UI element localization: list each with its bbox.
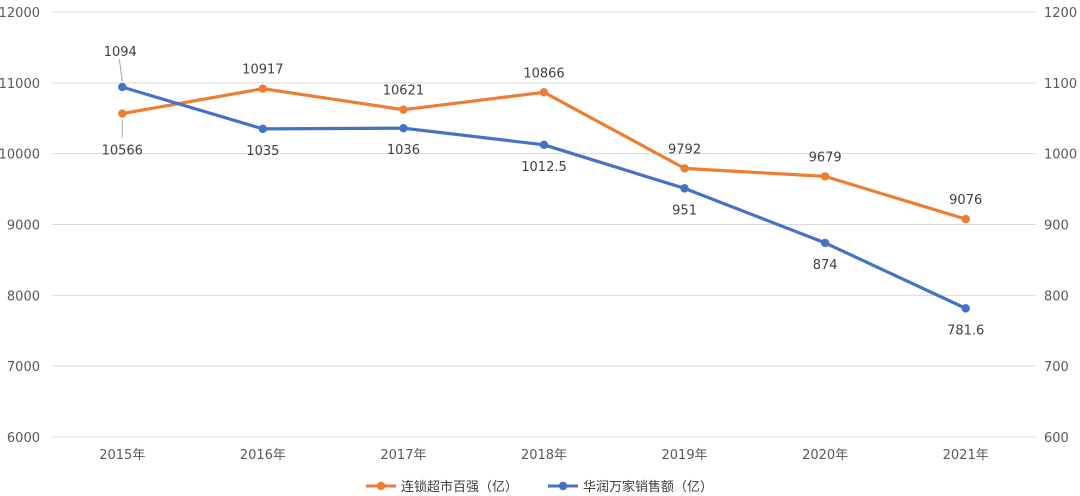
- left-y-axis: 6000 7000 8000 9000 10000 11000 12000: [0, 6, 40, 446]
- legend-swatch-marker: [558, 481, 568, 491]
- x-tick-label: 2018年: [521, 448, 567, 463]
- chain-top100-point: [680, 164, 689, 173]
- data-labels: 10566 10917 10621 10866 9792 9679 9076 1094 1035…: [102, 45, 985, 338]
- chain-top100-point: [820, 172, 830, 181]
- right-tick-label: 1200: [1044, 6, 1077, 21]
- legend-label: 连锁超市百强（亿）: [401, 479, 518, 495]
- right-tick-label: 1000: [1044, 148, 1077, 163]
- left-tick-label: 10000: [0, 148, 40, 163]
- crv-sales-point: [118, 82, 127, 92]
- chain-top100-data-label: 10917: [242, 63, 283, 78]
- crv-sales-point: [258, 124, 268, 134]
- chain-top100-data-label: 9792: [668, 142, 701, 157]
- legend: 连锁超市百强（亿） 华润万家销售额（亿）: [366, 479, 713, 495]
- x-tick-label: 2020年: [802, 448, 848, 463]
- chain-top100-point: [539, 88, 549, 97]
- x-tick-label: 2021年: [943, 448, 989, 463]
- crv-sales-point: [680, 184, 689, 193]
- crv-sales-data-label: 1035: [246, 144, 279, 159]
- right-tick-label: 800: [1044, 289, 1069, 304]
- crv-sales-data-label: 781.6: [947, 323, 984, 338]
- right-tick-label: 700: [1044, 360, 1069, 375]
- right-y-axis: 600 700 800 900 1000 1100 1200: [1044, 6, 1077, 446]
- chain-top100-point: [961, 214, 970, 224]
- crv-sales-data-label: 874: [813, 258, 838, 273]
- legend-item-crv-sales: 华润万家销售额（亿）: [548, 479, 713, 495]
- right-tick-label: 600: [1044, 431, 1069, 446]
- crv-sales-line: [120, 85, 968, 310]
- chain-top100-point: [399, 105, 408, 114]
- right-tick-label: 900: [1044, 219, 1069, 234]
- left-tick-label: 8000: [7, 289, 40, 304]
- chain-top100-data-label: 9076: [949, 193, 982, 208]
- gridlines: [52, 11, 1036, 438]
- series-layer: [118, 82, 970, 313]
- legend-item-chain-top100: 连锁超市百强（亿）: [366, 479, 518, 495]
- left-tick-label: 12000: [0, 6, 40, 21]
- chain-top100-data-label: 10866: [523, 66, 564, 81]
- chain-top100-point: [258, 84, 268, 93]
- crv-sales-point: [961, 304, 970, 313]
- left-tick-label: 6000: [7, 431, 40, 446]
- crv-sales-data-label: 951: [672, 203, 697, 218]
- crv-sales-point: [399, 123, 408, 133]
- x-tick-label: 2016年: [240, 448, 286, 463]
- x-axis: 2015年 2016年 2017年 2018年 2019年 2020年 2021年: [99, 448, 989, 463]
- crv-sales-data-label: 1094: [104, 45, 137, 60]
- x-tick-label: 2019年: [662, 448, 708, 463]
- legend-label: 华润万家销售额（亿）: [583, 479, 713, 495]
- crv-sales-data-label: 1036: [387, 143, 420, 158]
- chain-top100-data-label: 9679: [809, 150, 842, 165]
- legend-swatch-marker: [376, 481, 386, 491]
- right-tick-label: 1100: [1044, 77, 1077, 92]
- left-tick-label: 11000: [0, 77, 40, 92]
- crv-sales-data-label: 1012.5: [521, 160, 567, 175]
- left-tick-label: 7000: [7, 360, 40, 375]
- x-tick-label: 2017年: [380, 448, 426, 463]
- crv-sales-point: [539, 140, 549, 150]
- crv-sales-point: [820, 238, 830, 248]
- x-tick-label: 2015年: [99, 448, 145, 463]
- chain-top100-point: [118, 109, 127, 118]
- chain-top100-data-label: 10621: [383, 84, 424, 99]
- left-tick-label: 9000: [7, 219, 40, 234]
- label-leader-line: [118, 59, 123, 82]
- chain-top100-data-label: 10566: [102, 144, 143, 159]
